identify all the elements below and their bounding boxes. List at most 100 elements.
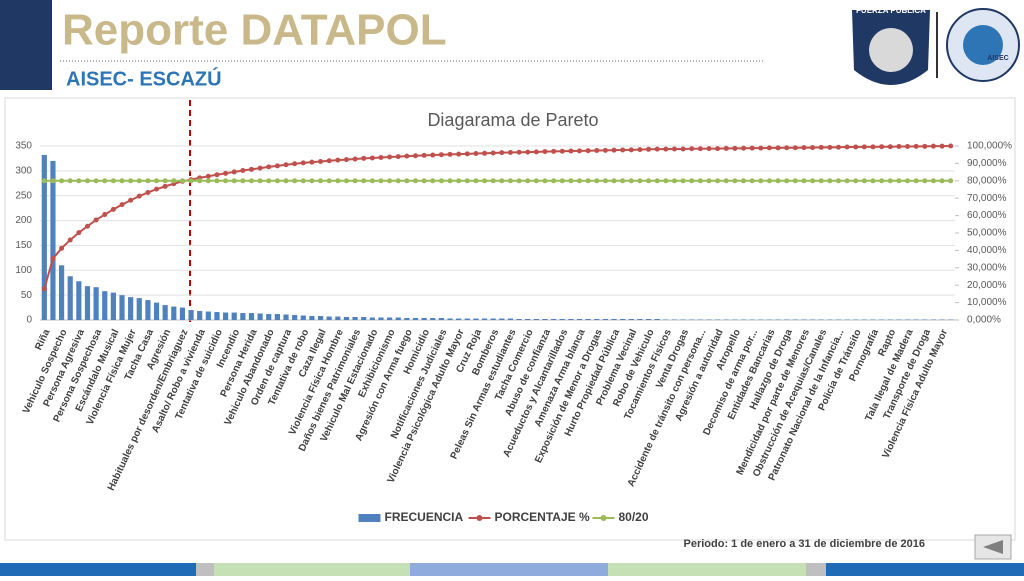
line-marker xyxy=(335,158,340,163)
bar xyxy=(206,312,211,320)
footer-strip xyxy=(196,563,214,576)
legend-label: 80/20 xyxy=(619,510,649,524)
y-tick-label: 100 xyxy=(15,265,32,276)
bar xyxy=(119,295,124,320)
line-marker xyxy=(810,178,815,183)
y2-tick-label: 100,000% xyxy=(967,141,1012,152)
line-marker xyxy=(430,178,435,183)
line-marker xyxy=(724,146,729,151)
line-marker xyxy=(534,149,539,154)
bar xyxy=(603,319,608,320)
bar xyxy=(577,319,582,320)
line-marker xyxy=(171,178,176,183)
line-marker xyxy=(853,145,858,150)
line-marker xyxy=(120,178,125,183)
line-marker xyxy=(456,178,461,183)
y-tick-label: 150 xyxy=(15,240,32,251)
line-marker xyxy=(542,149,547,154)
line-marker xyxy=(258,166,263,171)
line-marker xyxy=(223,171,228,176)
line-marker xyxy=(620,178,625,183)
bar xyxy=(85,286,90,320)
line-marker xyxy=(111,178,116,183)
bar xyxy=(370,318,375,320)
legend-label: FRECUENCIA xyxy=(385,510,464,524)
line-marker xyxy=(223,178,228,183)
y-tick-label: 200 xyxy=(15,215,32,226)
line-marker xyxy=(42,286,47,291)
line-marker xyxy=(931,178,936,183)
line-marker xyxy=(370,156,375,161)
line-marker xyxy=(940,178,945,183)
bar xyxy=(646,319,651,320)
line-marker xyxy=(698,146,703,151)
line-marker xyxy=(551,178,556,183)
bar xyxy=(128,297,133,320)
line-marker xyxy=(758,146,763,151)
line-marker xyxy=(940,144,945,149)
line-marker xyxy=(266,164,271,169)
line-marker xyxy=(681,146,686,151)
back-button[interactable] xyxy=(975,535,1011,559)
line-marker xyxy=(258,178,263,183)
bar xyxy=(508,319,513,320)
bar xyxy=(327,317,332,320)
line-marker xyxy=(620,148,625,153)
bar xyxy=(629,319,634,320)
line-marker xyxy=(163,178,168,183)
line-marker xyxy=(284,162,289,167)
line-marker xyxy=(879,144,884,149)
y-tick-label: 50 xyxy=(21,290,33,301)
line-marker xyxy=(396,178,401,183)
line-marker xyxy=(715,146,720,151)
bar xyxy=(232,313,237,320)
line-marker xyxy=(335,178,340,183)
line-marker xyxy=(586,178,591,183)
line-marker xyxy=(750,146,755,151)
footer-strip xyxy=(214,563,410,576)
line-marker xyxy=(128,178,133,183)
line-marker xyxy=(922,178,927,183)
line-marker xyxy=(793,145,798,150)
slide-subtitle: AISEC- ESCAZÚ xyxy=(66,66,222,90)
line-marker xyxy=(888,178,893,183)
line-marker xyxy=(439,152,444,157)
line-marker xyxy=(862,178,867,183)
bar xyxy=(292,315,297,320)
bar xyxy=(249,313,254,320)
bar xyxy=(447,319,452,320)
line-marker xyxy=(137,178,142,183)
line-marker xyxy=(629,178,634,183)
line-marker xyxy=(715,178,720,183)
line-marker xyxy=(914,178,919,183)
chart-title: Diagarama de Pareto xyxy=(427,110,598,130)
line-marker xyxy=(741,178,746,183)
line-marker xyxy=(655,147,660,152)
y2-tick-label: 90,000% xyxy=(967,158,1007,169)
line-marker xyxy=(784,178,789,183)
line-marker xyxy=(266,178,271,183)
line-marker xyxy=(50,178,55,183)
line-marker xyxy=(836,178,841,183)
line-marker xyxy=(706,178,711,183)
line-marker xyxy=(309,160,314,165)
line-marker xyxy=(646,147,651,152)
line-marker xyxy=(275,163,280,168)
line-marker xyxy=(232,169,237,174)
bar xyxy=(94,287,99,320)
line-marker xyxy=(750,178,755,183)
bar xyxy=(534,319,539,320)
period-text: Periodo: 1 de enero a 31 de diciembre de… xyxy=(684,538,926,550)
line-marker xyxy=(845,145,850,150)
line-marker xyxy=(102,178,107,183)
line-marker xyxy=(603,148,608,153)
line-marker xyxy=(396,154,401,159)
line-marker xyxy=(361,178,366,183)
bar xyxy=(387,318,392,320)
line-marker xyxy=(922,144,927,149)
bar xyxy=(620,319,625,320)
line-marker xyxy=(862,144,867,149)
line-marker xyxy=(612,178,617,183)
line-marker xyxy=(827,145,832,150)
